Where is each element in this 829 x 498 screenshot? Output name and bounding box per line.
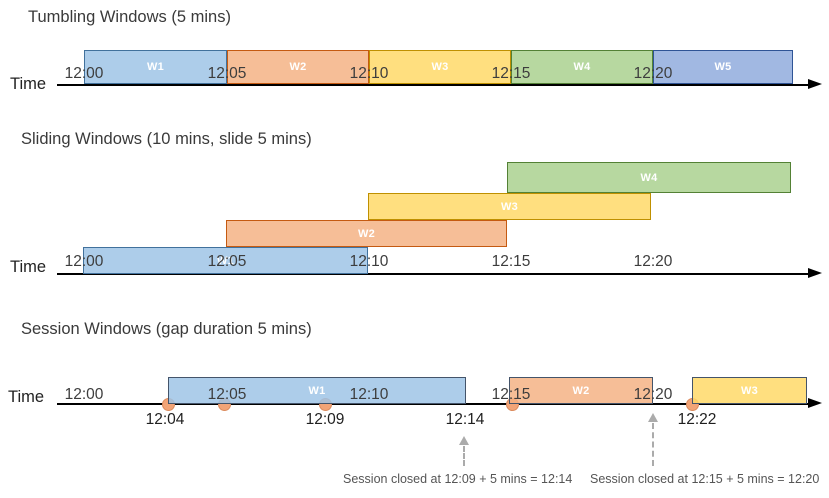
sliding-window-label-w1: W1 [216, 254, 235, 267]
session-time-axis-label: Time [8, 388, 45, 406]
tumbling-window-label-w1: W1 [146, 61, 165, 73]
session-window-w2: W2 [509, 377, 653, 404]
sliding-window-label-w3: W3 [500, 200, 519, 213]
tumbling-window-w3: W3 [369, 50, 511, 84]
session-event-time-label-2: 12:14 [445, 411, 485, 428]
session-tick-label-0: 12:00 [64, 386, 104, 403]
session-callout-arrow-stem-0 [463, 446, 465, 466]
sliding-axis-arrowhead-icon [808, 268, 822, 278]
session-window-label-w2: W2 [572, 384, 590, 397]
session-window-w3: W3 [692, 377, 807, 404]
tumbling-window-label-w3: W3 [431, 61, 449, 73]
tumbling-tick-label-3: 12:15 [491, 65, 531, 82]
sliding-tick-label-0: 12:00 [64, 253, 104, 270]
tumbling-tick-label-4: 12:20 [633, 65, 673, 82]
sliding-time-axis [57, 273, 810, 275]
tumbling-tick-label-2: 12:10 [349, 65, 389, 82]
tumbling-window-label-w2: W2 [289, 61, 307, 73]
session-callout-arrow-stem-1 [652, 423, 654, 466]
session-event-time-label-3: 12:22 [677, 411, 717, 428]
session-annotation-1: Session closed at 12:15 + 5 mins = 12:20 [590, 472, 820, 486]
session-callout-arrowhead-icon-0 [459, 436, 469, 445]
tumbling-window-w1: W1 [84, 50, 227, 84]
session-annotation-0: Session closed at 12:09 + 5 mins = 12:14 [343, 472, 573, 486]
session-window-w1: W1 [168, 377, 466, 404]
sliding-tick-label-3: 12:15 [491, 253, 531, 270]
sliding-window-w4: W4 [507, 162, 791, 193]
sliding-title: Sliding Windows (10 mins, slide 5 mins) [21, 130, 312, 148]
tumbling-window-label-w5: W5 [714, 61, 732, 73]
sliding-window-label-w4: W4 [640, 171, 658, 184]
tumbling-tick-label-0: 12:00 [64, 65, 104, 82]
sliding-time-axis-label: Time [10, 258, 47, 276]
sliding-tick-label-4: 12:20 [633, 253, 673, 270]
session-time-axis [57, 403, 810, 405]
session-tick-label-1: 12:05 [207, 386, 247, 403]
sliding-tick-label-2: 12:10 [349, 253, 389, 270]
tumbling-time-axis [57, 84, 810, 86]
tumbling-tick-label-1: 12:05 [207, 65, 247, 82]
sliding-window-label-w2: W2 [357, 227, 376, 240]
tumbling-window-w2: W2 [227, 50, 369, 84]
sliding-window-w2: W2 [226, 220, 507, 247]
session-tick-label-3: 12:15 [491, 386, 531, 403]
tumbling-time-axis-label: Time [10, 75, 47, 93]
session-tick-label-2: 12:10 [349, 386, 389, 403]
session-axis-arrowhead-icon [808, 398, 822, 408]
session-event-time-label-0: 12:04 [145, 411, 185, 428]
session-title: Session Windows (gap duration 5 mins) [21, 320, 312, 338]
sliding-window-w3: W3 [368, 193, 651, 220]
tumbling-window-label-w4: W4 [573, 61, 591, 73]
session-callout-arrowhead-icon-1 [648, 413, 658, 422]
tumbling-title: Tumbling Windows (5 mins) [28, 8, 231, 26]
tumbling-axis-arrowhead-icon [808, 79, 822, 89]
session-window-label-w1: W1 [308, 384, 326, 397]
tumbling-window-w5: W5 [653, 50, 793, 84]
session-event-time-label-1: 12:09 [305, 411, 345, 428]
tumbling-window-w4: W4 [511, 50, 653, 84]
sliding-window-w1: W1 [83, 247, 368, 274]
sliding-tick-label-1: 12:05 [207, 253, 247, 270]
session-tick-label-4: 12:20 [633, 386, 673, 403]
session-window-label-w3: W3 [740, 384, 759, 397]
